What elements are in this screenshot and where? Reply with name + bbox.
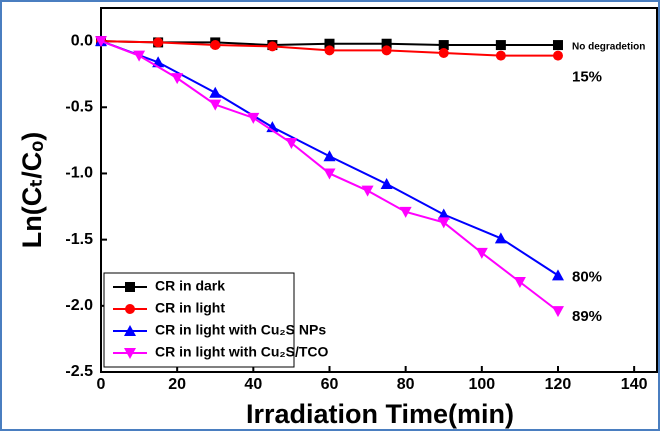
x-tick-label: 100 — [468, 376, 495, 393]
x-tick-label: 20 — [168, 376, 186, 393]
marker — [551, 269, 564, 281]
marker — [437, 208, 450, 220]
x-tick-label: 40 — [244, 376, 262, 393]
marker — [475, 247, 488, 259]
legend-label: CR in dark — [155, 278, 225, 294]
marker — [133, 50, 146, 62]
marker — [381, 38, 392, 49]
marker — [438, 40, 449, 51]
marker — [153, 37, 164, 48]
annotation: 15% — [572, 69, 602, 86]
marker — [438, 48, 449, 59]
marker — [324, 45, 335, 56]
annotation: 80% — [572, 268, 602, 285]
marker — [551, 306, 564, 318]
y-tick-label: -2.0 — [65, 297, 93, 314]
marker — [495, 40, 506, 51]
marker — [323, 150, 336, 162]
legend-marker — [124, 348, 136, 359]
marker — [247, 112, 260, 124]
legend-label: CR in light — [155, 300, 225, 316]
legend-label: CR in light with Cu₂S NPs — [155, 322, 326, 338]
marker — [267, 41, 278, 52]
marker — [380, 178, 393, 190]
legend-marker — [125, 282, 135, 292]
marker — [210, 40, 221, 51]
legend-box — [103, 272, 295, 368]
y-tick-label: 0.0 — [71, 32, 93, 49]
marker — [399, 206, 412, 218]
x-axis-title: Irradiation Time(min) — [246, 399, 514, 429]
marker — [494, 232, 507, 244]
legend-label: CR in light with Cu₂S/TCO — [155, 344, 329, 360]
annotation: No degradetion — [572, 42, 645, 53]
y-tick-label: -1.5 — [65, 231, 93, 248]
x-tick-label: 140 — [621, 376, 648, 393]
marker — [171, 73, 184, 85]
x-tick-label: 120 — [545, 376, 572, 393]
marker — [513, 276, 526, 288]
x-tick-label: 60 — [321, 376, 339, 393]
marker — [381, 45, 392, 56]
annotation: 89% — [572, 308, 602, 325]
marker — [552, 50, 563, 61]
y-axis-title: Ln(Cₜ/Cₒ) — [17, 132, 47, 249]
y-tick-label: -0.5 — [65, 98, 93, 115]
marker — [95, 36, 107, 48]
marker — [437, 217, 450, 229]
legend: CR in dark CR in light CR in light with Cu… — [103, 272, 329, 368]
marker — [361, 185, 374, 197]
x-tick-label: 0 — [97, 376, 106, 393]
marker — [552, 40, 563, 51]
legend-marker — [124, 325, 136, 336]
y-tick-label: -1.0 — [65, 165, 93, 182]
marker — [323, 168, 336, 180]
marker — [495, 50, 506, 61]
marker — [209, 99, 222, 111]
legend-marker — [125, 304, 135, 314]
marker — [324, 38, 335, 49]
marker — [285, 138, 298, 150]
x-tick-label: 80 — [397, 376, 415, 393]
marker — [209, 86, 222, 98]
y-tick-label: -2.5 — [65, 363, 93, 380]
plot-area — [100, 7, 658, 373]
